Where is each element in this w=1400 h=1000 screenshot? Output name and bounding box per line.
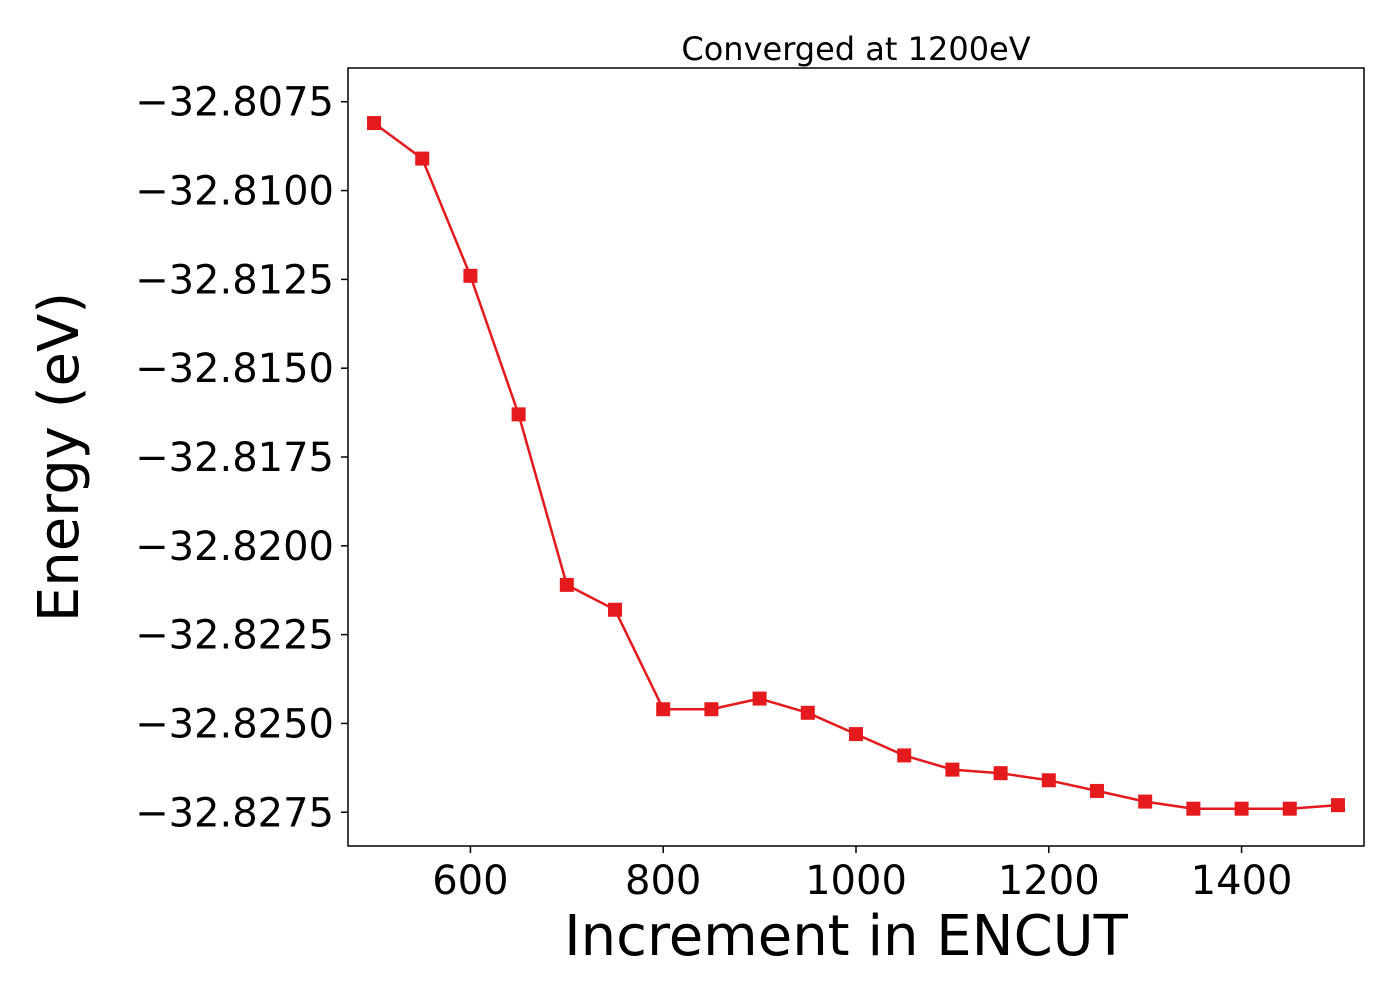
data-point [752,691,767,706]
chart-title: Converged at 1200eV [681,30,1030,68]
y-tick-label: −32.8225 [135,613,334,659]
y-axis-label: Energy (eV) [27,292,92,622]
y-tick-label: −32.8125 [135,257,334,303]
data-point [704,702,719,717]
y-tick-label: −32.8200 [135,524,334,570]
y-tick-label: −32.8275 [135,790,334,836]
data-point [1234,801,1249,816]
x-tick-label: 1400 [1191,858,1293,904]
y-tick-label: −32.8175 [135,435,334,481]
y-tick-label: −32.8250 [135,701,334,747]
data-point [1282,801,1297,816]
x-tick-label: 1200 [998,858,1100,904]
data-point [897,748,912,763]
data-point [1089,783,1104,798]
x-tick-label: 600 [432,858,508,904]
x-tick-label: 800 [625,858,701,904]
y-tick-label: −32.8150 [135,346,334,392]
plot-area [347,67,1365,847]
data-point [800,705,815,720]
data-point [463,268,478,283]
data-point [608,602,623,617]
data-point [1186,801,1201,816]
y-axis-ticks: −32.8075 −32.8100 −32.8125 −32.8150 −32.8175… [135,80,348,836]
data-point [367,116,382,131]
data-point [993,766,1008,781]
x-tick-label: 1000 [805,858,907,904]
x-axis-label: Increment in ENCUT [564,904,1129,969]
y-tick-label: −32.8100 [135,169,334,215]
x-axis-ticks: 600 800 1000 1200 1400 [432,846,1292,904]
data-point [511,407,526,422]
data-point [656,702,671,717]
y-tick-label: −32.8075 [135,80,334,126]
data-point [1330,798,1345,813]
data-point [559,577,574,592]
data-point [945,762,960,777]
data-point [849,727,863,742]
data-point [1041,773,1056,788]
data-point [1138,794,1153,809]
series-markers [367,116,1345,816]
data-point [415,151,430,166]
